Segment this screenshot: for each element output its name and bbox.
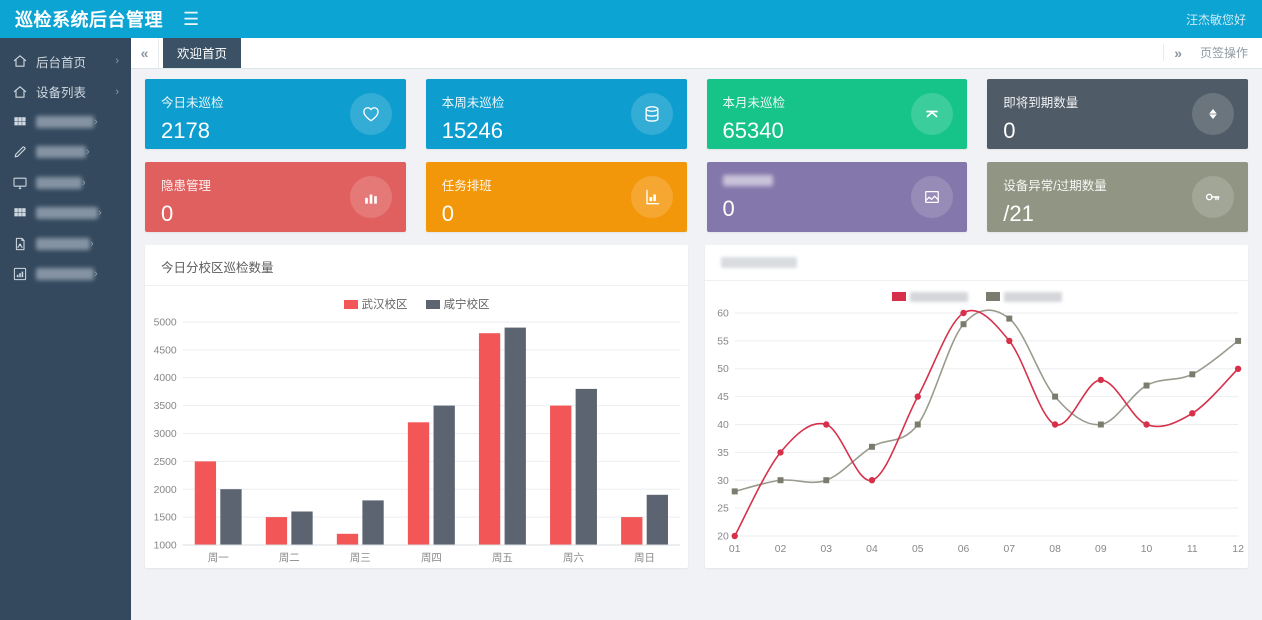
svg-text:55: 55	[717, 336, 729, 347]
svg-text:2000: 2000	[154, 485, 177, 496]
svg-text:3500: 3500	[154, 401, 177, 412]
svg-text:周六: 周六	[563, 552, 584, 564]
svg-text:周五: 周五	[492, 552, 513, 564]
svg-text:07: 07	[1004, 544, 1016, 555]
svg-text:周二: 周二	[279, 552, 300, 564]
svg-text:11: 11	[1187, 544, 1198, 555]
svg-text:05: 05	[912, 544, 924, 555]
svg-text:02: 02	[775, 544, 787, 555]
svg-text:50: 50	[717, 364, 729, 375]
svg-text:3000: 3000	[154, 429, 177, 440]
svg-text:06: 06	[958, 544, 970, 555]
svg-text:45: 45	[717, 392, 729, 403]
svg-text:08: 08	[1049, 544, 1061, 555]
svg-text:20: 20	[717, 531, 729, 542]
svg-text:1500: 1500	[154, 513, 177, 524]
svg-text:04: 04	[866, 544, 878, 555]
svg-text:10: 10	[1141, 544, 1153, 555]
svg-text:周日: 周日	[634, 552, 655, 564]
svg-text:周四: 周四	[421, 552, 442, 564]
svg-text:4000: 4000	[154, 373, 177, 384]
svg-text:09: 09	[1095, 544, 1107, 555]
svg-text:周三: 周三	[350, 552, 371, 564]
svg-text:2500: 2500	[154, 457, 177, 468]
svg-text:25: 25	[717, 504, 729, 515]
svg-text:5000: 5000	[154, 317, 177, 328]
svg-text:12: 12	[1232, 544, 1244, 555]
svg-text:01: 01	[729, 544, 741, 555]
svg-text:4500: 4500	[154, 345, 177, 356]
svg-text:1000: 1000	[154, 540, 177, 551]
svg-text:40: 40	[717, 420, 729, 431]
svg-text:03: 03	[820, 544, 832, 555]
svg-text:30: 30	[717, 476, 729, 487]
svg-text:60: 60	[717, 308, 729, 319]
svg-text:35: 35	[717, 448, 729, 459]
svg-text:周一: 周一	[208, 552, 229, 564]
